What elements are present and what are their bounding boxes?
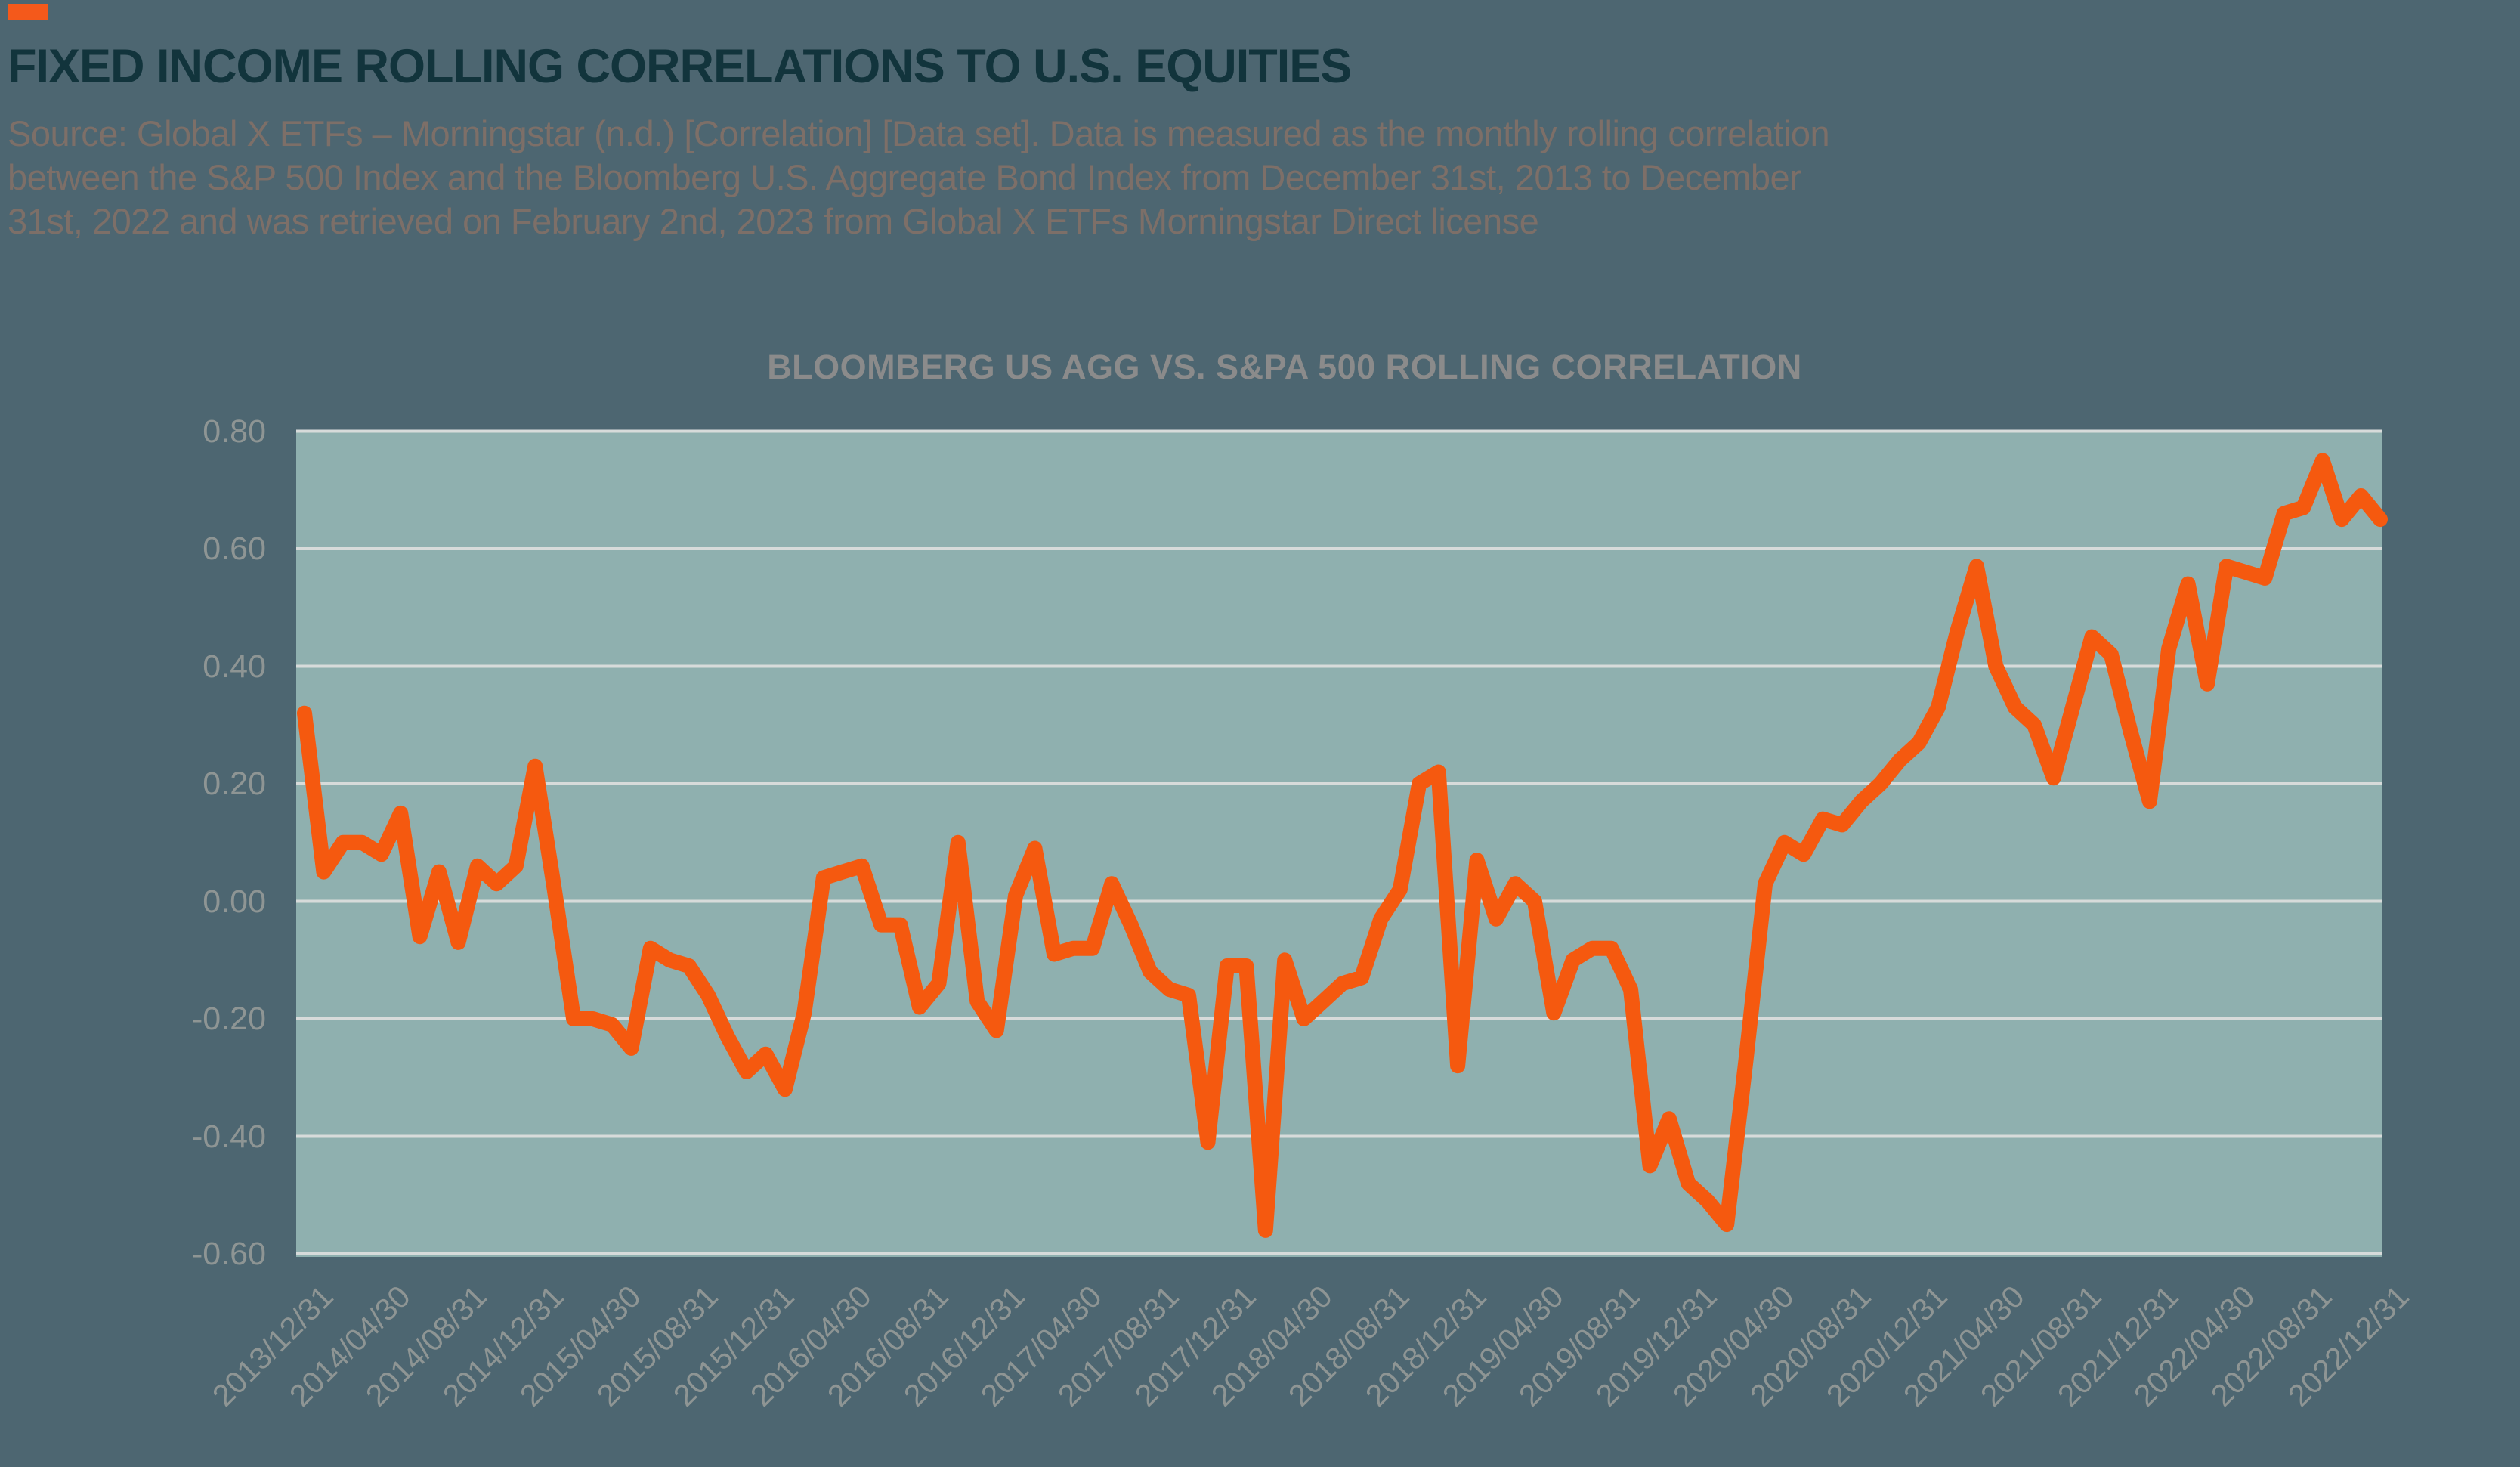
page-title: FIXED INCOME ROLLING CORRELATIONS TO U.S… bbox=[8, 40, 1352, 93]
correlation-series-line bbox=[297, 453, 2388, 1238]
y-axis-tick-label: 0.60 bbox=[203, 531, 266, 567]
y-axis-tick-label: -0.40 bbox=[191, 1118, 266, 1155]
y-axis-tick-label: -0.20 bbox=[191, 1001, 266, 1037]
plot-area bbox=[296, 431, 2382, 1257]
source-line-3: 31st, 2022 and was retrieved on February… bbox=[8, 201, 1539, 241]
source-line-2: between the S&P 500 Index and the Bloomb… bbox=[8, 157, 1801, 197]
y-axis-tick-label: 0.20 bbox=[203, 766, 266, 802]
source-attribution: Source: Global X ETFs – Morningstar (n.d… bbox=[8, 112, 1830, 243]
chart-title: BLOOMBERG US AGG VS. S&PA 500 ROLLING CO… bbox=[767, 348, 1802, 386]
y-axis-tick-label: 0.40 bbox=[203, 648, 266, 685]
source-line-1: Source: Global X ETFs – Morningstar (n.d… bbox=[8, 113, 1830, 153]
brand-square bbox=[8, 4, 48, 20]
y-axis-tick-label: -0.60 bbox=[191, 1236, 266, 1272]
y-axis-tick-label: 0.80 bbox=[203, 413, 266, 450]
y-axis-tick-label: 0.00 bbox=[203, 883, 266, 920]
